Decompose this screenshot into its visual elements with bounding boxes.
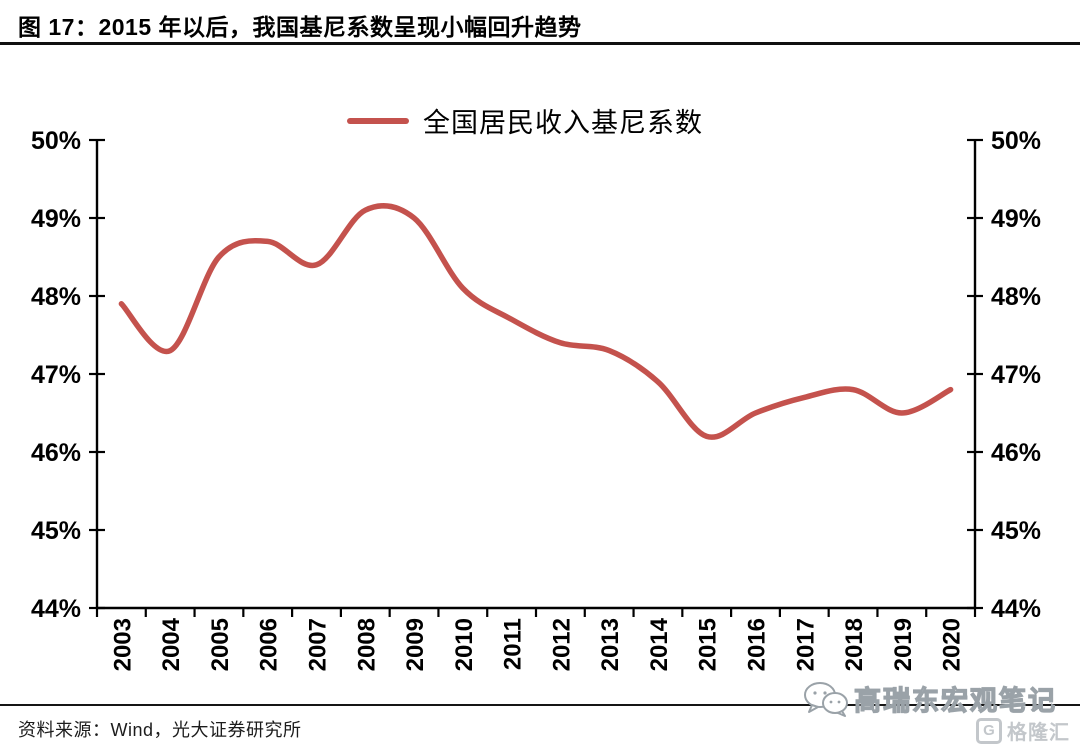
x-axis-tick-label: 2016 (744, 618, 771, 671)
y-axis-tick-label-right: 47% (991, 361, 1041, 389)
y-axis-tick-label-right: 50% (991, 127, 1041, 155)
x-axis-tick-label: 2015 (695, 618, 722, 671)
y-axis-tick-label-left: 44% (31, 595, 81, 623)
legend-series-label: 全国居民收入基尼系数 (423, 108, 703, 138)
x-axis-tick-label: 2006 (256, 618, 283, 671)
x-axis-tick-label: 2014 (646, 617, 673, 671)
footer-divider (0, 704, 1080, 706)
y-axis-tick-label-left: 45% (31, 517, 81, 545)
y-axis-tick-label-left: 50% (31, 127, 81, 155)
y-axis-tick-label-left: 48% (31, 283, 81, 311)
figure-title: 图 17：2015 年以后，我国基尼系数呈现小幅回升趋势 (18, 14, 582, 40)
gelonghui-logo-text: 格隆汇 (1007, 722, 1070, 744)
series-line-gini (118, 203, 954, 440)
y-axis-tick-label-right: 48% (991, 283, 1041, 311)
x-axis-tick-label: 2018 (841, 618, 868, 671)
legend-line-swatch (347, 117, 409, 124)
x-axis-tick-label: 2007 (305, 618, 332, 671)
y-axis-tick-label-right: 49% (991, 205, 1041, 233)
x-axis-tick-label: 2009 (402, 618, 429, 671)
axis-frame (95, 140, 977, 610)
x-axis-tick-label: 2013 (597, 618, 624, 671)
x-axis-tick-label: 2003 (109, 618, 136, 671)
x-axis-tick-label: 2019 (890, 618, 917, 671)
y-axis-tick-label-left: 46% (31, 439, 81, 467)
x-axis-tick-label: 2020 (939, 618, 966, 671)
y-axis-tick-label-right: 45% (991, 517, 1041, 545)
x-axis-tick-label: 2005 (207, 618, 234, 671)
x-axis-tick-label: 2010 (451, 618, 478, 671)
y-axis-tick-label-left: 49% (31, 205, 81, 233)
x-axis-tick-label: 2011 (500, 618, 527, 670)
title-divider (0, 42, 1080, 45)
x-axis-tick-label: 2017 (792, 618, 819, 671)
y-axis-tick-label-right: 46% (991, 439, 1041, 467)
x-axis-tick-label: 2004 (158, 617, 185, 671)
gelonghui-logo-icon: G (976, 717, 1002, 744)
watermark: 高瑞东宏观笔记 (802, 679, 1057, 718)
wechat-icon (804, 681, 848, 717)
watermark-name: 高瑞东宏观笔记 (853, 685, 1057, 716)
x-axis-tick-label: 2012 (548, 618, 575, 671)
y-axis-tick-label-right: 44% (991, 595, 1041, 623)
source-note: 资料来源：Wind，光大证券研究所 (18, 720, 302, 740)
chart-legend: 全国居民收入基尼系数 (0, 101, 1065, 140)
gelonghui-logo: G 格隆汇 (976, 716, 1070, 745)
y-axis-tick-label-left: 47% (31, 361, 81, 389)
x-axis-tick-label: 2008 (353, 618, 380, 671)
